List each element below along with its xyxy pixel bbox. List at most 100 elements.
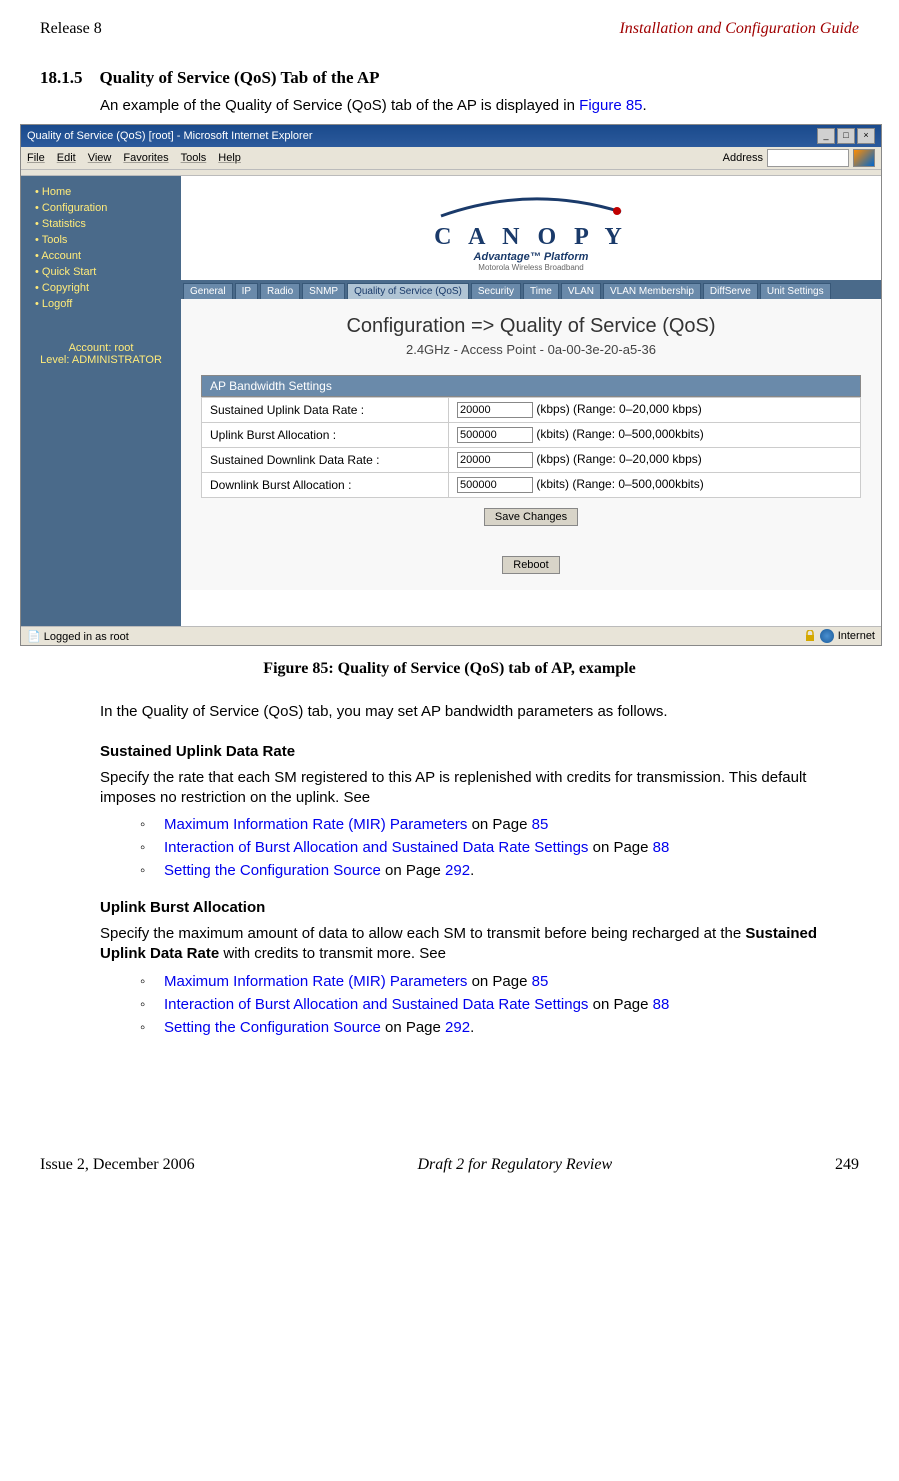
sidebar-item-configuration[interactable]: Configuration [35,200,181,216]
sidebar-item-home[interactable]: Home [35,184,181,200]
tab-time[interactable]: Time [523,283,559,299]
link-burst[interactable]: Interaction of Burst Allocation and Sust… [164,839,588,856]
canopy-main: C A N O P Y Advantage™ Platform Motorola… [181,176,881,626]
sidebar-item-tools[interactable]: Tools [35,232,181,248]
tab-ip[interactable]: IP [235,283,258,299]
section-number: 18.1.5 [40,68,83,87]
page-footer: Issue 2, December 2006 Draft 2 for Regul… [40,1156,859,1174]
config-panel: Configuration => Quality of Service (QoS… [181,299,881,590]
menu-favorites[interactable]: Favorites [123,152,168,164]
table-row: Sustained Downlink Data Rate : (kbps) (R… [202,448,861,473]
sidebar-item-logoff[interactable]: Logoff [35,296,181,312]
menu-help[interactable]: Help [218,152,241,164]
canopy-sidebar: Home Configuration Statistics Tools Acco… [21,176,181,626]
footer-page-number: 249 [835,1156,859,1174]
page-link[interactable]: 292 [445,1019,470,1036]
list-item: Interaction of Burst Allocation and Sust… [140,996,859,1013]
subsection-uplink-rate-title: Sustained Uplink Data Rate [100,743,859,760]
bullet-list-1: Maximum Information Rate (MIR) Parameter… [140,816,859,879]
uplink-burst-input[interactable] [457,427,533,443]
tab-radio[interactable]: Radio [260,283,300,299]
tab-general[interactable]: General [183,283,233,299]
menu-tools[interactable]: Tools [181,152,207,164]
figure-caption: Figure 85: Quality of Service (QoS) tab … [40,660,859,678]
logo-text: C A N O P Y [181,224,881,251]
link-burst[interactable]: Interaction of Burst Allocation and Sust… [164,996,588,1013]
footer-draft: Draft 2 for Regulatory Review [417,1156,612,1174]
account-level: Level: ADMINISTRATOR [33,354,169,366]
figure-ref-link[interactable]: Figure 85 [579,97,642,114]
link-mir[interactable]: Maximum Information Rate (MIR) Parameter… [164,816,467,833]
tab-snmp[interactable]: SNMP [302,283,345,299]
close-button[interactable]: × [857,128,875,144]
minimize-button[interactable]: _ [817,128,835,144]
address-area: Address [723,149,875,167]
page-link[interactable]: 88 [653,839,670,856]
page-link[interactable]: 292 [445,862,470,879]
account-name: Account: root [33,342,169,354]
tab-qos[interactable]: Quality of Service (QoS) [347,283,469,299]
settings-section-header: AP Bandwidth Settings [201,375,861,397]
sustained-downlink-input[interactable] [457,452,533,468]
row-label: Downlink Burst Allocation : [202,473,449,498]
config-tabs: General IP Radio SNMP Quality of Service… [181,280,881,299]
table-row: Sustained Uplink Data Rate : (kbps) (Ran… [202,398,861,423]
link-config-source[interactable]: Setting the Configuration Source [164,862,381,879]
row-hint: (kbps) (Range: 0–20,000 kbps) [536,402,701,416]
logo-subtitle2: Motorola Wireless Broadband [181,263,881,272]
sidebar-item-copyright[interactable]: Copyright [35,280,181,296]
internet-zone-icon [820,629,834,643]
tab-unit-settings[interactable]: Unit Settings [760,283,831,299]
link-mir[interactable]: Maximum Information Rate (MIR) Parameter… [164,973,467,990]
tab-security[interactable]: Security [471,283,521,299]
sustained-uplink-input[interactable] [457,402,533,418]
status-text-left: 📄 Logged in as root [27,630,129,643]
page-header: Release 8 Installation and Configuration… [40,20,859,38]
subsection-text: Specify the maximum amount of data to al… [100,924,859,965]
sidebar-nav: Home Configuration Statistics Tools Acco… [21,176,181,312]
logo-subtitle: Advantage™ Platform [181,251,881,263]
page-link[interactable]: 85 [532,816,549,833]
tab-diffserve[interactable]: DiffServe [703,283,758,299]
reboot-button[interactable]: Reboot [502,556,559,574]
sidebar-account-info: Account: root Level: ADMINISTRATOR [21,342,181,366]
bandwidth-settings-table: Sustained Uplink Data Rate : (kbps) (Ran… [201,397,861,498]
config-subtitle: 2.4GHz - Access Point - 0a-00-3e-20-a5-3… [201,342,861,357]
menu-file[interactable]: File [27,152,45,164]
tab-vlan-membership[interactable]: VLAN Membership [603,283,701,299]
ie-window-title: Quality of Service (QoS) [root] - Micros… [27,130,312,142]
header-release: Release 8 [40,20,102,38]
row-hint: (kbps) (Range: 0–20,000 kbps) [536,452,701,466]
row-label: Sustained Downlink Data Rate : [202,448,449,473]
sidebar-item-statistics[interactable]: Statistics [35,216,181,232]
list-item: Setting the Configuration Source on Page… [140,862,859,879]
header-guide-title: Installation and Configuration Guide [619,20,859,38]
maximize-button[interactable]: □ [837,128,855,144]
page-link[interactable]: 85 [532,973,549,990]
window-controls: _ □ × [817,128,875,144]
list-item: Interaction of Burst Allocation and Sust… [140,839,859,856]
save-changes-button[interactable]: Save Changes [484,508,578,526]
menu-edit[interactable]: Edit [57,152,76,164]
list-item: Setting the Configuration Source on Page… [140,1019,859,1036]
sidebar-item-quick-start[interactable]: Quick Start [35,264,181,280]
tab-vlan[interactable]: VLAN [561,283,601,299]
sidebar-item-account[interactable]: Account [35,248,181,264]
address-label: Address [723,152,763,164]
list-item: Maximum Information Rate (MIR) Parameter… [140,973,859,990]
row-hint: (kbits) (Range: 0–500,000kbits) [536,427,703,441]
lock-icon [804,630,816,642]
canopy-logo: C A N O P Y Advantage™ Platform Motorola… [181,176,881,280]
bullet-list-2: Maximum Information Rate (MIR) Parameter… [140,973,859,1036]
page-link[interactable]: 88 [653,996,670,1013]
link-config-source[interactable]: Setting the Configuration Source [164,1019,381,1036]
subsection-text: Specify the rate that each SM registered… [100,768,859,809]
address-field[interactable] [767,149,849,167]
row-label: Uplink Burst Allocation : [202,423,449,448]
ie-logo-icon [853,149,875,167]
downlink-burst-input[interactable] [457,477,533,493]
ie-status-bar: 📄 Logged in as root Internet [21,626,881,645]
menu-items: File Edit View Favorites Tools Help [27,152,241,164]
menu-view[interactable]: View [88,152,112,164]
status-zone: Internet [838,630,875,642]
